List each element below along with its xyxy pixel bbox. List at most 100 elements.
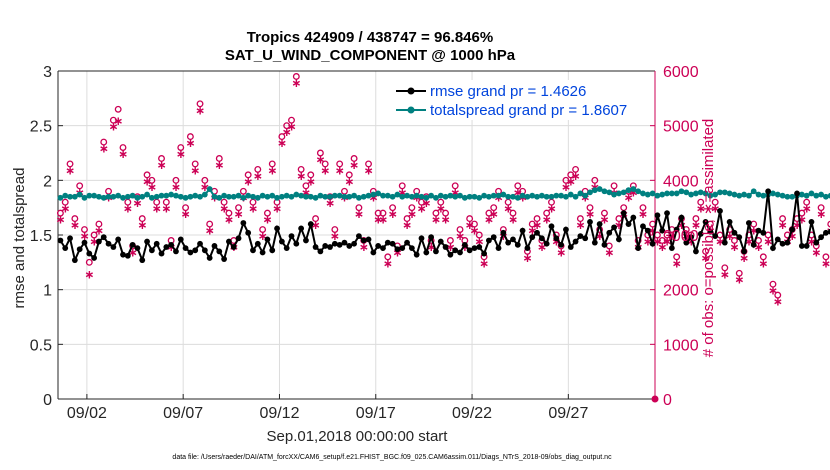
y-left-tick-label: 1.5 — [30, 228, 52, 245]
possible-obs-point — [408, 204, 416, 212]
possible-obs-point — [490, 204, 498, 212]
possible-obs-point — [206, 220, 214, 228]
rmse-point — [91, 255, 98, 261]
possible-obs-point — [138, 215, 146, 223]
rmse-point — [408, 245, 415, 252]
rmse-point — [563, 226, 569, 233]
rmse-point — [702, 218, 709, 225]
rmse-point — [216, 248, 223, 255]
totalspread-point — [538, 192, 545, 199]
totalspread-point — [182, 194, 189, 201]
totalspread-point — [365, 192, 372, 199]
totalspread-point — [153, 193, 160, 200]
totalspread-point — [206, 186, 213, 192]
rmse-point — [384, 239, 391, 246]
rmse-point — [437, 238, 444, 245]
assimilated-obs-point: ∗ — [349, 158, 359, 172]
assimilated-obs-point: ∗ — [479, 256, 489, 270]
y-right-tick-label: 2000 — [663, 283, 699, 300]
totalspread-point — [413, 192, 420, 199]
totalspread-point — [418, 193, 425, 200]
assimilated-obs-point: ∗ — [691, 218, 701, 232]
rmse-point — [433, 248, 439, 255]
assimilated-obs-point: ∗ — [368, 191, 378, 205]
possible-obs-point — [374, 209, 382, 217]
possible-obs-point — [186, 133, 194, 141]
rmse-point — [693, 248, 699, 255]
rmse-point — [322, 243, 329, 249]
totalspread-point — [331, 192, 338, 199]
totalspread-point — [823, 193, 829, 200]
series-layer: ∗∗∗∗∗∗∗∗∗∗∗∗∗∗∗∗∗∗∗∗∗∗∗∗∗∗∗∗∗∗∗∗ ∗∗∗∗∗∗∗∗… — [55, 73, 830, 403]
assimilated-obs-point: ∗ — [474, 234, 484, 248]
rmse-point — [303, 237, 309, 244]
totalspread-point — [736, 192, 743, 199]
rmse-point — [105, 240, 112, 247]
rmse-point — [144, 238, 150, 245]
rmse-point — [312, 244, 319, 250]
chart-title-line2: SAT_U_WIND_COMPONENT @ 1000 hPa — [225, 47, 516, 64]
rmse-point — [649, 240, 656, 247]
assimilated-obs-point: ∗ — [99, 142, 109, 156]
assimilated-obs-point: ∗ — [262, 213, 272, 227]
totalspread-point — [293, 191, 300, 198]
possible-obs-point — [76, 182, 84, 190]
totalspread-point — [254, 194, 261, 201]
legend-spread-marker — [407, 106, 415, 114]
assimilated-obs-point: ∗ — [508, 213, 518, 227]
rmse-point — [789, 226, 796, 233]
possible-obs-point — [297, 165, 305, 173]
assimilated-obs-point: ∗ — [185, 136, 195, 150]
possible-obs-point — [446, 237, 454, 244]
possible-obs-point — [114, 105, 122, 113]
totalspread-point — [370, 191, 377, 198]
y-axis-label-right: # of obs: o=possible; ∗=assimilated — [700, 119, 717, 358]
assimilated-obs-point: ∗ — [301, 185, 311, 199]
totalspread-point — [86, 192, 93, 199]
totalspread-point — [519, 192, 526, 199]
assimilated-obs-point: ∗ — [590, 180, 600, 194]
rmse-point — [587, 218, 593, 225]
totalspread-point — [625, 187, 632, 194]
rmse-point — [192, 247, 199, 254]
assimilated-obs-point: ∗ — [171, 180, 181, 194]
chart-title-line1: Tropics 424909 / 438747 = 96.846% — [247, 29, 493, 46]
rmse-point — [615, 236, 622, 243]
assimilated-obs-point: ∗ — [142, 174, 152, 188]
rmse-point — [558, 241, 565, 248]
totalspread-point — [524, 193, 531, 200]
assimilated-obs-point: ∗ — [152, 202, 162, 216]
assimilated-obs-point: ∗ — [792, 218, 802, 232]
assimilated-obs-point: ∗ — [469, 224, 479, 238]
rmse-point — [245, 229, 252, 236]
rmse-point — [553, 235, 560, 242]
rmse-point — [823, 229, 829, 236]
possible-obs-point — [90, 231, 98, 239]
rmse-point — [428, 234, 435, 241]
assimilated-obs-point: ∗ — [542, 213, 552, 227]
totalspread-point — [187, 193, 194, 200]
totalspread-point — [76, 191, 83, 198]
tick-labels: 09/02 09/07 09/12 09/17 09/22 09/27 0 0.5 1 1.5 2 2… — [30, 64, 699, 422]
assimilated-obs-point: ∗ — [224, 213, 234, 227]
assimilated-obs-point: ∗ — [701, 251, 711, 265]
totalspread-point — [654, 192, 661, 199]
rmse-point — [153, 240, 160, 247]
possible-obs-point — [600, 209, 608, 217]
rmse-point — [731, 229, 738, 236]
totalspread-point — [96, 193, 102, 200]
assimilated-obs-point: ∗ — [561, 180, 571, 194]
possible-obs-point — [239, 187, 247, 195]
rmse-point — [230, 244, 237, 250]
rmse-point — [288, 233, 295, 239]
assimilated-obs-point: ∗ — [739, 251, 749, 265]
assimilated-obs-point: ∗ — [527, 224, 537, 238]
rmse-point — [697, 231, 704, 237]
y-right-tick-label: 0 — [663, 392, 672, 409]
totalspread-point — [510, 193, 516, 200]
assimilated-obs-point: ∗ — [681, 229, 691, 243]
rmse-point — [240, 220, 247, 226]
rmse-point — [510, 236, 516, 243]
possible-obs-point — [658, 237, 666, 244]
assimilated-obs-point: ∗ — [667, 229, 677, 243]
